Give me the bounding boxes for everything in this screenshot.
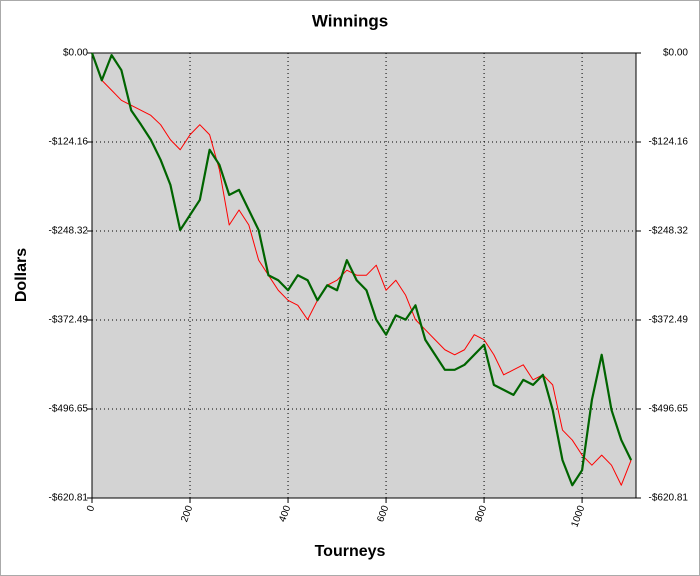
y2-tick-label: -$496.65: [649, 404, 689, 415]
y2-tick-label: -$124.16: [649, 137, 689, 148]
y2-tick-label: $0.00: [663, 48, 688, 59]
y-tick-label: -$620.81: [49, 493, 89, 504]
y-axis-label: Dollars: [13, 248, 30, 302]
x-axis-label: Tourneys: [315, 543, 386, 560]
series-line: [90, 52, 633, 487]
y-tick-label: -$248.32: [49, 226, 89, 237]
y2-tick-label: -$620.81: [649, 493, 689, 504]
chart-title: Winnings: [312, 11, 388, 30]
y2-tick-label: -$372.49: [649, 315, 689, 326]
y2-tick-label: -$248.32: [649, 226, 689, 237]
y-tick-label: -$372.49: [49, 315, 89, 326]
y-tick-label: -$124.16: [49, 137, 89, 148]
y-tick-label: $0.00: [63, 48, 88, 59]
y-tick-label: -$496.65: [49, 404, 89, 415]
x-tick-label: 0: [85, 504, 97, 513]
